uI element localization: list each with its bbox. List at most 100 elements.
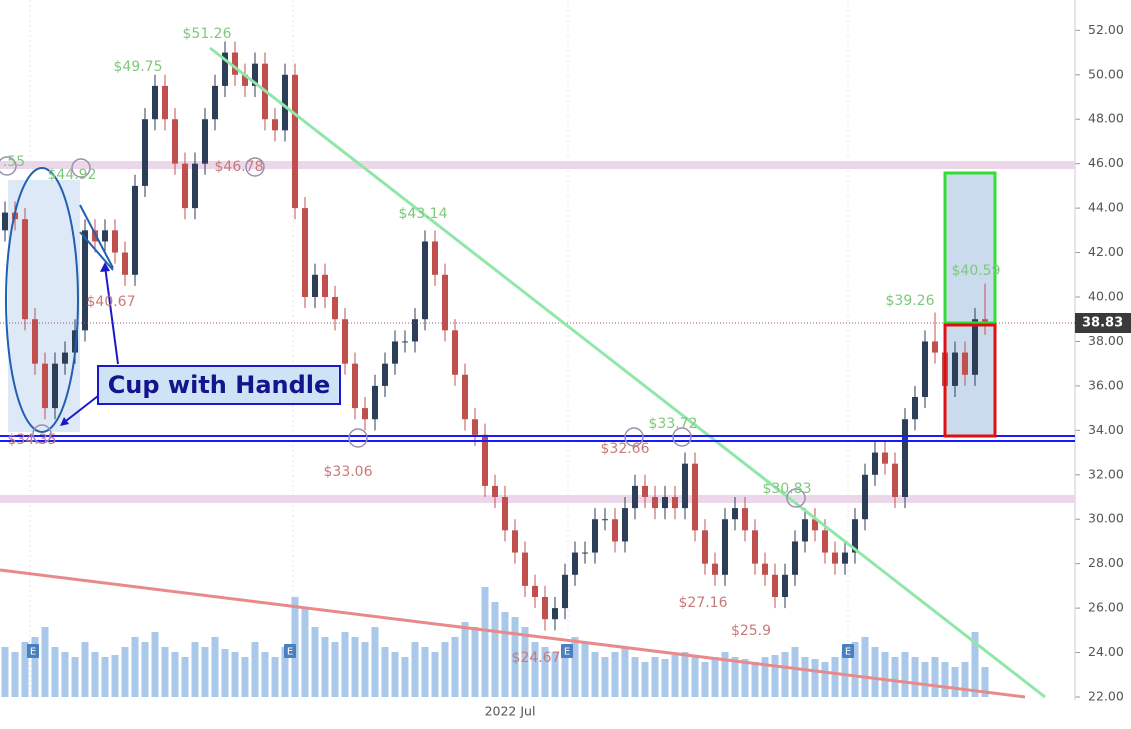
stop-box: [943, 323, 997, 438]
pivot: [672, 427, 692, 447]
candle-body: [612, 519, 618, 542]
price-annotation: $44.92: [48, 167, 97, 183]
candle-body: [642, 485, 648, 497]
volume-bar: [811, 659, 819, 697]
volume-bar: [951, 667, 959, 697]
candle-body: [562, 574, 568, 609]
pivot: [348, 428, 368, 448]
candle-body: [432, 241, 438, 275]
candle-body: [192, 163, 198, 209]
candle-body: [92, 230, 98, 242]
candle-body: [852, 519, 858, 553]
candle-body: [252, 63, 258, 86]
volume-bar: [631, 657, 639, 697]
volume-bar: [511, 617, 519, 697]
candle-body: [772, 574, 778, 597]
volume-bar: [821, 662, 829, 697]
volume-bar: [551, 652, 559, 697]
volume-bar: [111, 655, 119, 697]
volume-bar: [61, 652, 69, 697]
y-axis: 22.00 24.00 26.00 28.00 30.00 32.00 34.00 36.00…: [1074, 0, 1131, 704]
candle-body: [472, 419, 478, 435]
pivot: [624, 427, 644, 447]
volume-bar: [251, 642, 259, 697]
candle-body: [762, 563, 768, 575]
volume-bar: [91, 652, 99, 697]
y-tick-label: 32.00: [1088, 466, 1124, 481]
y-tick-label: 40.00: [1088, 289, 1124, 304]
candle-body: [32, 319, 38, 364]
candle-body: [722, 519, 728, 575]
annotations: .55 $44.92 $49.75 $51.26 $46.78 $40.67 $34.35 $…: [3, 26, 1001, 666]
candle-body: [352, 363, 358, 409]
volume-bar: [341, 632, 349, 697]
y-tick-label: 48.00: [1088, 111, 1124, 126]
candle-body: [682, 463, 688, 509]
volume-bar: [161, 647, 169, 697]
arrow-head: [100, 262, 110, 272]
volume-bar: [501, 612, 509, 697]
candle-body: [42, 363, 48, 409]
volume-bar: [541, 647, 549, 697]
candle-body: [222, 52, 228, 86]
volume-bar: [331, 642, 339, 697]
candle-body: [822, 530, 828, 553]
candle-body: [282, 74, 288, 131]
volume-bar: [491, 602, 499, 697]
pivot: [786, 488, 806, 508]
volume-bar: [431, 652, 439, 697]
earnings-marker: [27, 644, 39, 658]
volume-bar: [861, 637, 869, 697]
price-annotation: $33.72: [649, 416, 698, 432]
volume-bar: [691, 657, 699, 697]
y-tick-label: 24.00: [1088, 644, 1124, 659]
candle-body: [372, 385, 378, 420]
candle-body: [132, 185, 138, 275]
volume-bar: [101, 657, 109, 697]
volume-bar: [651, 657, 659, 697]
volume-bar: [131, 637, 139, 697]
candle-body: [212, 85, 218, 120]
pattern-label: Cup with Handle: [108, 371, 331, 399]
volume-bar: [621, 647, 629, 697]
price-annotation: $30.83: [763, 481, 812, 497]
volume-bar: [561, 657, 569, 697]
volume-bar: [361, 642, 369, 697]
price-annotation: $34.35: [8, 432, 57, 448]
candle-body: [832, 552, 838, 564]
volume-bar: [531, 642, 539, 697]
candle-body: [732, 508, 738, 520]
volume-bar: [191, 642, 199, 697]
volume-bar: [871, 647, 879, 697]
candle-body: [292, 74, 298, 209]
candle-body: [652, 497, 658, 509]
candle-body: [662, 497, 668, 509]
volume-bar: [31, 637, 39, 697]
volume-bar: [591, 652, 599, 697]
candle-body: [692, 463, 698, 531]
price-annotation: $32.66: [601, 441, 650, 457]
volume-bar: [581, 642, 589, 697]
candle-body: [2, 212, 8, 231]
candle-body: [82, 230, 88, 331]
candle-body: [912, 397, 918, 420]
volume-bar: [911, 657, 919, 697]
volume-bar: [71, 657, 79, 697]
candle-body: [902, 419, 908, 497]
volume-bar: [441, 642, 449, 697]
volume-bar: [731, 657, 739, 697]
candle-body: [152, 85, 158, 120]
candle-body: [462, 374, 468, 420]
candle-body: [782, 574, 788, 597]
candle-body: [512, 530, 518, 553]
volume-bar: [571, 637, 579, 697]
pivot-circles: [0, 156, 806, 508]
price-annotation: $25.9: [731, 623, 771, 639]
candle-body: [52, 363, 58, 409]
volume-bar: [271, 657, 279, 697]
volume-bar: [301, 607, 309, 697]
price-annotation: $24.67: [512, 650, 561, 666]
volume-bar: [121, 647, 129, 697]
candle-body: [412, 319, 418, 342]
